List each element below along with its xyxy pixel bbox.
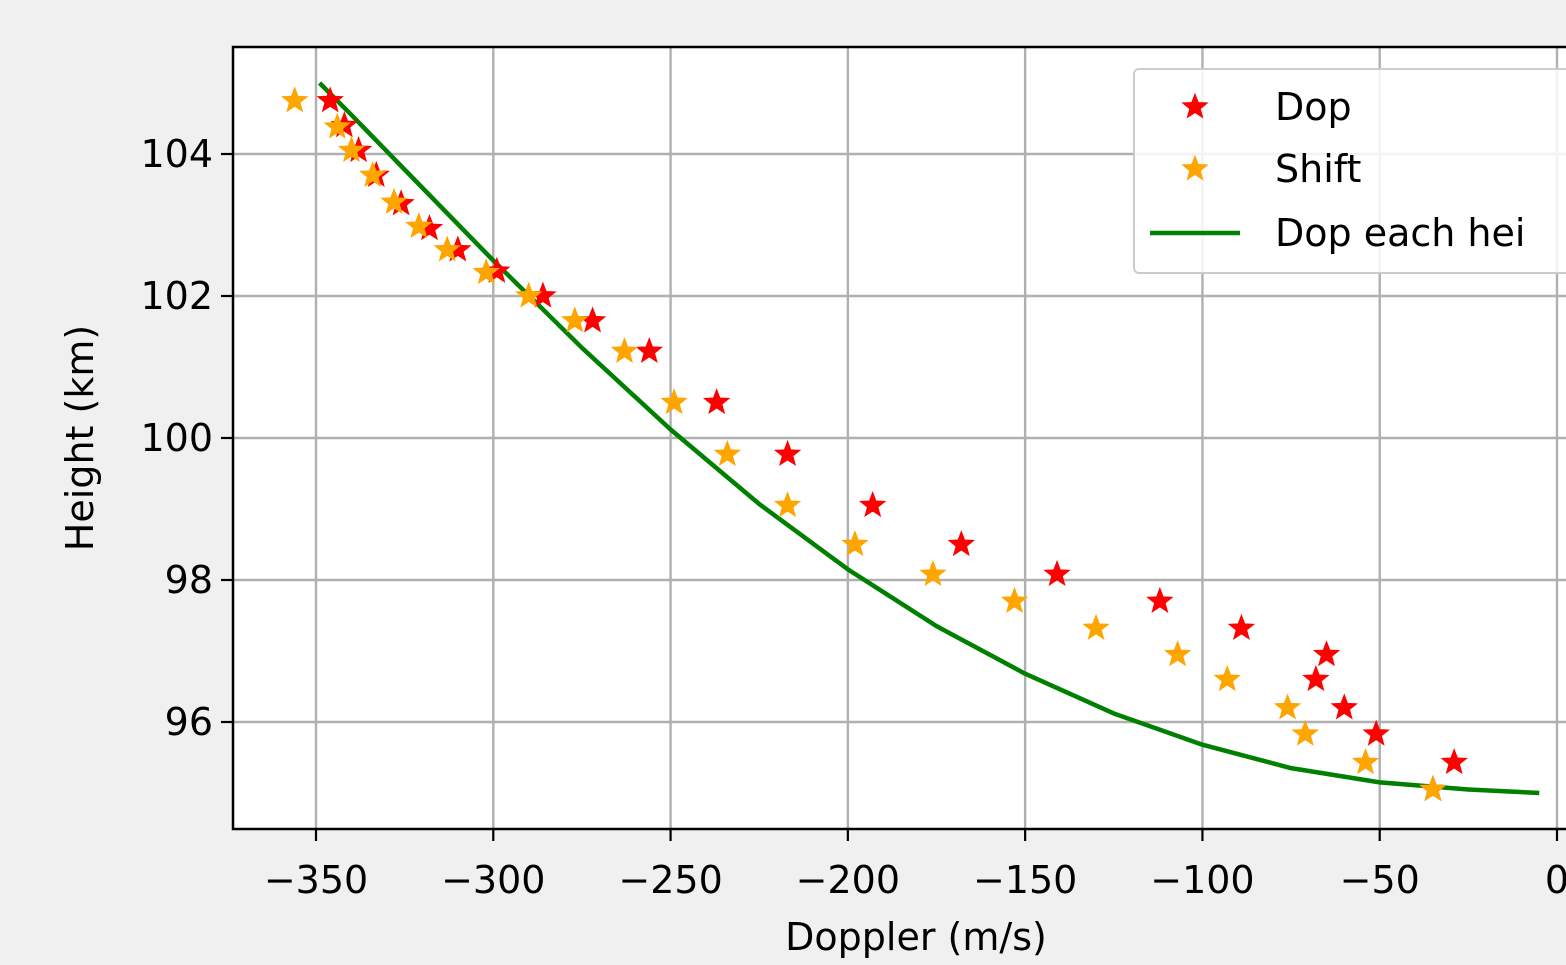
- data-point-shift: [1351, 748, 1380, 775]
- x-axis-label: Doppler (m/s): [785, 915, 1047, 959]
- legend-marker-shift: [1181, 154, 1209, 181]
- data-point-shift: [405, 212, 433, 239]
- data-point-shift: [1291, 719, 1319, 746]
- series-markers: [281, 86, 1468, 802]
- data-point-shift: [472, 258, 500, 285]
- x-tick-label: −250: [618, 858, 722, 902]
- data-point-shift: [773, 491, 802, 518]
- data-point-dop: [1330, 693, 1358, 720]
- data-point-shift: [1163, 640, 1192, 667]
- data-point-dop: [1440, 748, 1468, 775]
- x-tick-label: −300: [441, 858, 545, 902]
- data-point-shift: [281, 86, 309, 113]
- data-point-dop: [1043, 559, 1071, 586]
- data-point-dop: [702, 388, 731, 415]
- data-point-shift: [1082, 613, 1110, 640]
- data-point-shift: [359, 160, 387, 187]
- data-point-dop: [1312, 640, 1341, 667]
- data-point-dop: [1302, 664, 1330, 692]
- y-tick-label: 102: [140, 274, 213, 318]
- data-point-shift: [610, 336, 639, 364]
- x-tick-label: −50: [1340, 858, 1420, 902]
- axis-ticks: −350 −300 −250 −200 −150 −100 −50 0 96 98 100 102 10…: [140, 132, 1566, 902]
- data-point-shift: [380, 187, 408, 214]
- legend: Dop Shift Dop each hei: [1133, 68, 1566, 274]
- data-point-dop: [1362, 719, 1390, 746]
- data-point-shift: [841, 530, 869, 557]
- data-point-shift: [433, 235, 461, 262]
- series-lines: [317, 81, 1540, 796]
- legend-label-dop: Dop: [1275, 85, 1352, 129]
- data-point-shift: [1419, 775, 1447, 802]
- data-point-shift: [561, 306, 589, 333]
- legend-box: [1133, 68, 1566, 274]
- y-tick-label: 98: [165, 558, 213, 602]
- data-point-shift: [919, 559, 947, 586]
- x-tick-label: 0: [1545, 858, 1566, 902]
- data-point-dop: [947, 530, 976, 557]
- data-point-shift: [515, 281, 543, 308]
- data-point-shift: [337, 136, 366, 163]
- data-point-shift: [1213, 664, 1241, 692]
- data-point-dop: [316, 86, 344, 113]
- data-point-dop: [1227, 613, 1256, 640]
- x-tick-label: −150: [973, 858, 1077, 902]
- data-point-shift: [323, 112, 351, 139]
- x-tick-label: −350: [264, 858, 368, 902]
- y-tick-label: 104: [140, 132, 213, 176]
- y-tick-label: 96: [165, 700, 213, 744]
- x-tick-label: −100: [1150, 858, 1254, 902]
- data-point-dop: [773, 439, 802, 466]
- x-tick-label: −200: [796, 858, 900, 902]
- series-line-dop-each-hei: [317, 81, 1540, 796]
- y-axis-label: Height (km): [58, 325, 102, 551]
- legend-label-dop-each-hei: Dop each hei: [1275, 211, 1525, 255]
- data-point-dop: [1146, 586, 1174, 613]
- data-point-shift: [1273, 693, 1302, 720]
- data-point-shift: [1000, 586, 1029, 613]
- data-point-shift: [660, 388, 688, 415]
- y-tick-label: 100: [140, 416, 213, 460]
- legend-marker-dop: [1181, 92, 1209, 119]
- data-point-dop: [635, 336, 664, 364]
- data-point-dop: [858, 491, 887, 518]
- data-point-shift: [713, 439, 742, 466]
- legend-label-shift: Shift: [1275, 147, 1361, 191]
